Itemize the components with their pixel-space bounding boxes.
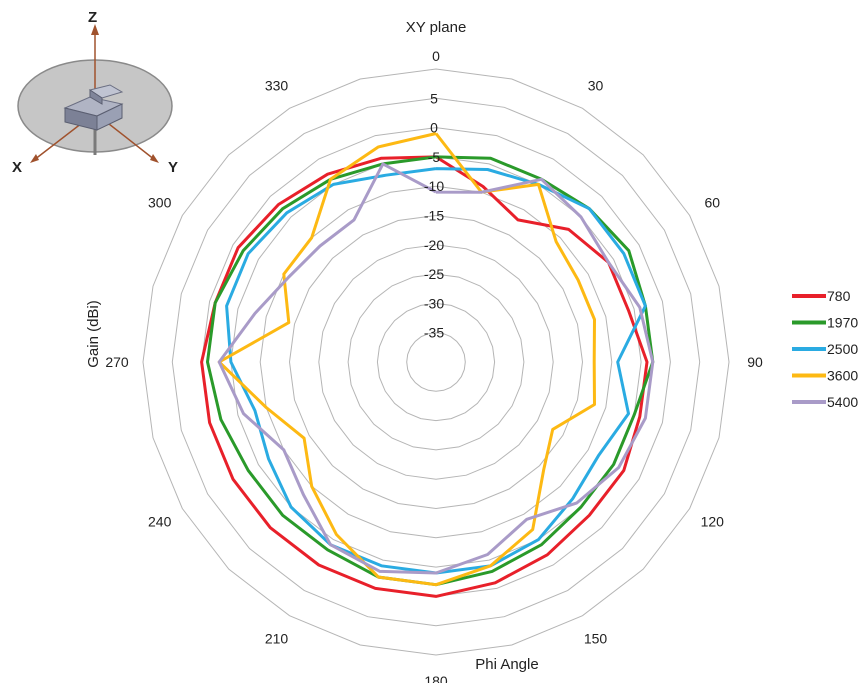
- grid-ring: [347, 273, 525, 451]
- legend-label: 2500: [827, 341, 858, 357]
- angle-tick-label: 90: [747, 354, 763, 370]
- series-5400-line: [217, 162, 655, 575]
- radial-tick-label: -25: [424, 266, 444, 282]
- radial-tick-label: -15: [424, 208, 444, 224]
- series-3600-line: [217, 132, 596, 587]
- legend-item: 5400: [792, 394, 858, 410]
- grid-ring: [406, 332, 466, 392]
- axis-z-label: Z: [88, 9, 97, 26]
- grid-ring: [288, 214, 584, 510]
- grid-ring: [376, 302, 496, 422]
- series-layer: [200, 132, 655, 598]
- legend-label: 1970: [827, 315, 858, 331]
- angle-tick-label: 30: [588, 78, 604, 94]
- radial-tick-label: -35: [424, 325, 444, 341]
- angle-tick-label: 60: [705, 195, 721, 211]
- grid-ring: [201, 127, 671, 597]
- angle-tick-label: 330: [265, 78, 289, 94]
- series-2500-line: [225, 167, 647, 575]
- angle-tick-label: 150: [584, 630, 608, 646]
- radial-axis-label: Gain (dBi): [85, 300, 102, 368]
- radial-tick-label: -5: [428, 149, 441, 165]
- angle-tick-label: 120: [701, 514, 725, 530]
- tick-labels: 5 0 -5 -10 -15 -20 -25 -30 -35 0 30 60 90 120 150 180 21…: [105, 48, 763, 688]
- axis-x-label: X: [12, 159, 22, 176]
- grid-ring: [318, 244, 554, 480]
- radial-tick-label: 0: [430, 120, 438, 136]
- angle-tick-label: 0: [432, 48, 440, 64]
- angle-tick-label: 240: [148, 514, 172, 530]
- radial-tick-label: -20: [424, 237, 444, 253]
- radial-tick-label: 5: [430, 90, 438, 106]
- angle-axis-label: Phi Angle: [475, 656, 538, 673]
- grid-ring: [171, 97, 701, 627]
- radial-tick-label: -10: [424, 178, 444, 194]
- legend: 780 1970 2500 3600 5400: [792, 288, 858, 410]
- angle-tick-label: 210: [265, 630, 289, 646]
- legend-label: 5400: [827, 394, 858, 410]
- legend-item: 780: [792, 288, 851, 304]
- legend-item: 2500: [792, 341, 858, 357]
- grid-ring: [230, 156, 642, 568]
- grid-ring: [142, 68, 730, 656]
- legend-label: 780: [827, 288, 851, 304]
- axis-y-label: Y: [168, 159, 178, 176]
- radial-tick-label: -30: [424, 295, 444, 311]
- legend-item: 3600: [792, 368, 858, 384]
- angle-tick-label: 270: [105, 354, 129, 370]
- antenna-orientation-icon: Z X Y: [12, 9, 178, 176]
- angle-tick-label: 180: [424, 673, 448, 683]
- chart-title: XY plane: [406, 19, 467, 36]
- legend-item: 1970: [792, 315, 858, 331]
- angle-tick-label: 300: [148, 195, 172, 211]
- legend-label: 3600: [827, 368, 858, 384]
